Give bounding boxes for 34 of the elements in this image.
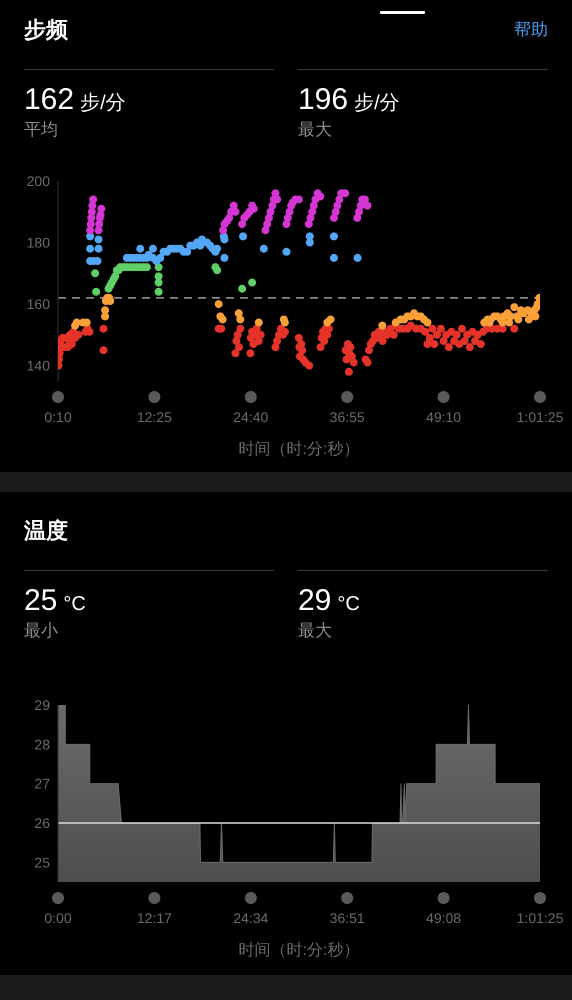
x-tick-label: 0:10 [44,409,72,425]
x-tick-label: 49:10 [426,409,462,425]
chart-title: 温度 [24,518,68,543]
text: 29 °C [298,584,360,617]
x-tick-label: 12:25 [136,409,172,425]
x-tick-label: 1:01:25 [516,409,564,425]
x-axis-title: 时间（时:分:秒） [238,440,360,458]
text: 25 °C [24,584,86,617]
y-tick-label: 25 [34,854,50,870]
chart-title: 步频 [24,17,68,42]
text: 最大 [298,120,332,139]
x-tick-label: 24:34 [233,910,269,926]
x-axis-title: 时间（时:分:秒） [238,941,360,959]
y-tick-label: 27 [34,776,50,792]
x-tick-label: 49:08 [426,910,462,926]
x-tick-label: 0:00 [44,910,72,926]
x-tick-label: 24:40 [233,409,269,425]
y-tick-label: 160 [26,296,50,312]
y-tick-label: 29 [34,696,50,713]
text: 196 步/分 [298,83,400,116]
y-tick-label: 200 [26,172,50,189]
text: 平均 [24,120,58,139]
x-tick-label: 12:17 [136,910,172,926]
text: 帮助 [514,20,548,39]
y-tick-label: 28 [34,736,50,752]
text: 最小 [24,621,58,640]
text: 最大 [298,621,332,640]
y-tick-label: 140 [26,358,50,374]
x-tick-label: 36:51 [330,910,365,926]
x-tick-label: 1:01:25 [516,910,564,926]
text: 162 步/分 [24,83,126,116]
y-tick-label: 180 [26,234,50,251]
y-tick-label: 26 [34,814,50,831]
x-tick-label: 36:55 [330,409,365,425]
